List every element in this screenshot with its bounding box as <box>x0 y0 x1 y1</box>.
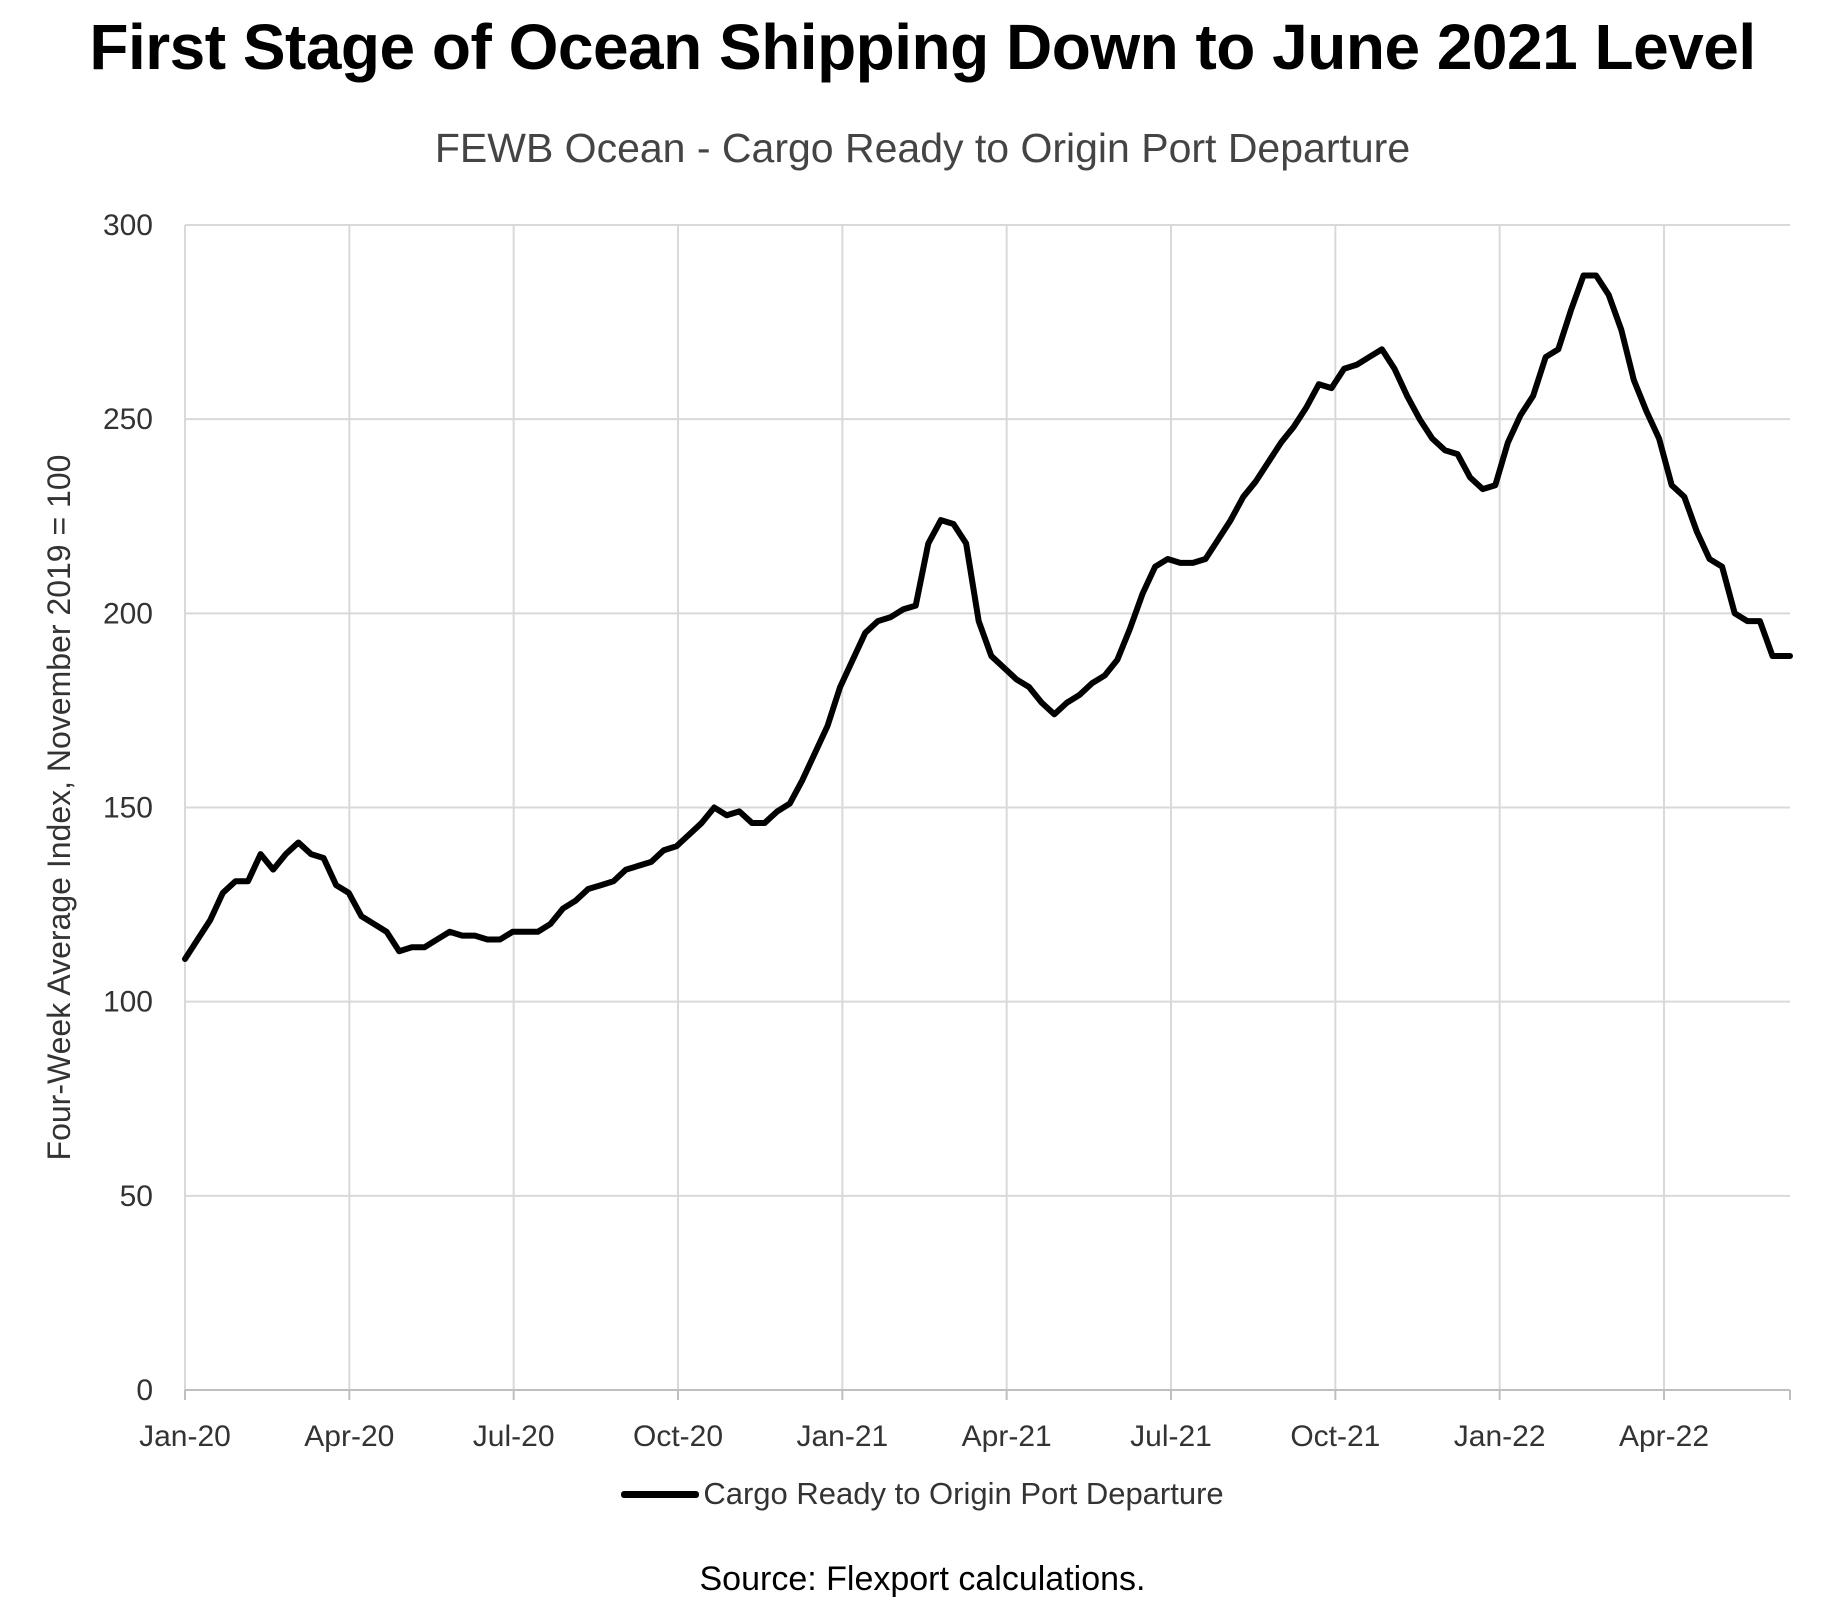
y-tick-label: 0 <box>136 1374 153 1407</box>
x-tick-label: Apr-21 <box>962 1420 1052 1453</box>
x-tick-label: Apr-22 <box>1619 1420 1709 1453</box>
y-tick-label: 100 <box>103 986 153 1019</box>
y-axis-label: Four-Week Average Index, November 2019 =… <box>41 455 77 1161</box>
chart-subtitle: FEWB Ocean - Cargo Ready to Origin Port … <box>434 125 1411 171</box>
y-axis-ticks: 0 50 100 150 200 250 300 <box>103 209 153 1407</box>
x-tick-label: Jan-20 <box>139 1420 231 1453</box>
series-group <box>182 272 1793 962</box>
x-tick-label: Jan-21 <box>796 1420 888 1453</box>
x-axis-ticks: Jan-20 Apr-20 Jul-20 Oct-20 Jan-21 Apr-21 Jul-… <box>139 1390 1791 1453</box>
y-tick-label: 250 <box>103 403 153 436</box>
y-tick-label: 150 <box>103 792 153 825</box>
x-tick-label: Jul-20 <box>473 1420 555 1453</box>
y-tick-label: 300 <box>103 209 153 242</box>
chart-title: First Stage of Ocean Shipping Down to Ju… <box>89 11 1756 83</box>
legend-label: Cargo Ready to Origin Port Departure <box>703 1476 1224 1511</box>
y-tick-label: 50 <box>120 1180 153 1213</box>
y-tick-label: 200 <box>103 597 153 630</box>
x-tick-label: Apr-20 <box>304 1420 394 1453</box>
x-tick-label: Oct-21 <box>1290 1420 1380 1453</box>
grid-lines <box>184 224 1790 1390</box>
source-note: Source: Flexport calculations. <box>699 1560 1146 1598</box>
x-tick-label: Oct-20 <box>633 1420 723 1453</box>
legend: Cargo Ready to Origin Port Departure <box>0 1476 1845 1512</box>
series-line-cargo-ready <box>182 272 1793 962</box>
x-tick-label: Jul-21 <box>1130 1420 1212 1453</box>
x-tick-label: Jan-22 <box>1454 1420 1546 1453</box>
legend-swatch <box>621 1490 700 1498</box>
